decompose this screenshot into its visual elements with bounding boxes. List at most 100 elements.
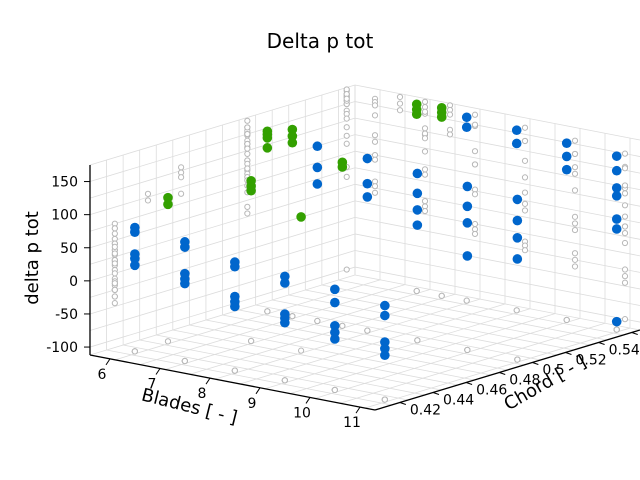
projection-point [396, 107, 404, 114]
projection-point [471, 111, 479, 118]
blue-data-point [561, 138, 572, 148]
blue-data-point [312, 162, 323, 173]
projection-point [421, 207, 429, 215]
green-data-point [262, 133, 273, 143]
side-grid-line [89, 101, 356, 182]
projection-point [181, 357, 188, 365]
projection-point [396, 93, 404, 101]
projection-point [621, 239, 629, 247]
projection-point [343, 173, 350, 180]
projection-point [343, 95, 350, 102]
projection-point [343, 115, 350, 122]
side-grid-line [89, 117, 356, 199]
projection-point [111, 293, 118, 300]
projection-point [111, 270, 118, 277]
projection-point [244, 210, 251, 217]
projection-point [521, 189, 529, 196]
y-tick [532, 362, 539, 365]
projection-point [464, 346, 471, 354]
projection-point [471, 148, 479, 155]
blue-data-point [330, 297, 340, 308]
green-data-point [411, 109, 422, 120]
projection-point [343, 124, 350, 131]
blue-data-point [561, 151, 572, 162]
z-tick-label: -100 [46, 340, 78, 356]
blue-data-point [611, 183, 622, 193]
blue-data-point [462, 251, 473, 261]
projection-point [571, 226, 579, 234]
projection-point [244, 130, 251, 138]
green-data-point [296, 212, 306, 222]
projection-point [111, 225, 118, 232]
side-grid-line [89, 84, 356, 166]
projection-point [471, 161, 479, 168]
blue-data-point [130, 253, 140, 264]
projection-point [571, 220, 579, 227]
blue-data-point [462, 201, 473, 212]
blue-data-point [461, 112, 472, 123]
blue-data-point [611, 151, 622, 161]
side-grid-line [89, 266, 356, 348]
x-tick [255, 387, 261, 395]
projection-point [463, 297, 470, 304]
projection-point [111, 243, 118, 250]
back-grid-line [354, 200, 640, 257]
projection-point [244, 145, 251, 152]
projection-point [621, 213, 629, 220]
green-data-point [287, 124, 298, 135]
green-data-point [287, 131, 298, 141]
blue-data-point [280, 278, 290, 288]
x-tick [205, 377, 211, 385]
projection-point [521, 200, 529, 207]
green-data-point [287, 137, 298, 148]
y-tick-label: 0.52 [575, 353, 606, 369]
projection-point [571, 137, 579, 144]
blue-data-point [362, 153, 373, 164]
projection-point [177, 190, 185, 197]
projection-point [111, 260, 118, 267]
projection-point [371, 112, 379, 119]
projection-point [111, 286, 118, 294]
side-grid-line [89, 217, 356, 298]
blue-data-point [280, 317, 290, 328]
back-grid-line [354, 266, 640, 323]
projection-point [371, 189, 379, 196]
floor-grid-line [205, 319, 492, 376]
green-data-point [262, 143, 273, 153]
back-grid-line [354, 233, 640, 290]
projection-point [371, 156, 379, 163]
blue-data-point [230, 301, 240, 312]
y-tick [432, 392, 440, 395]
y-tick [631, 332, 638, 335]
projection-point [621, 316, 629, 323]
projection-point [177, 174, 185, 181]
blue-data-point [312, 141, 323, 152]
blue-data-point [330, 320, 340, 331]
projection-point [621, 279, 629, 286]
x-tick-label: 8 [198, 386, 207, 402]
projection-point [244, 124, 251, 131]
projection-point [438, 292, 445, 299]
projection-point [421, 166, 429, 173]
blue-data-point [380, 343, 390, 354]
projection-point [244, 150, 251, 158]
projection-point [144, 190, 152, 197]
blue-data-point [180, 242, 190, 252]
projection-point [371, 102, 379, 109]
projection-point [521, 124, 529, 131]
projection-point [421, 125, 429, 132]
projection-point [381, 396, 388, 403]
blue-data-point [362, 178, 373, 189]
data-points [130, 99, 622, 361]
projection-point [471, 121, 479, 128]
side-grid-line [89, 250, 356, 331]
back-grid-line [354, 250, 640, 306]
green-data-point [436, 112, 447, 122]
blue-data-point [380, 350, 390, 361]
projection-point [571, 164, 579, 171]
blue-data-point [611, 224, 622, 234]
y-tick [565, 352, 572, 355]
projection-points [111, 86, 629, 403]
blue-data-point [380, 300, 390, 311]
